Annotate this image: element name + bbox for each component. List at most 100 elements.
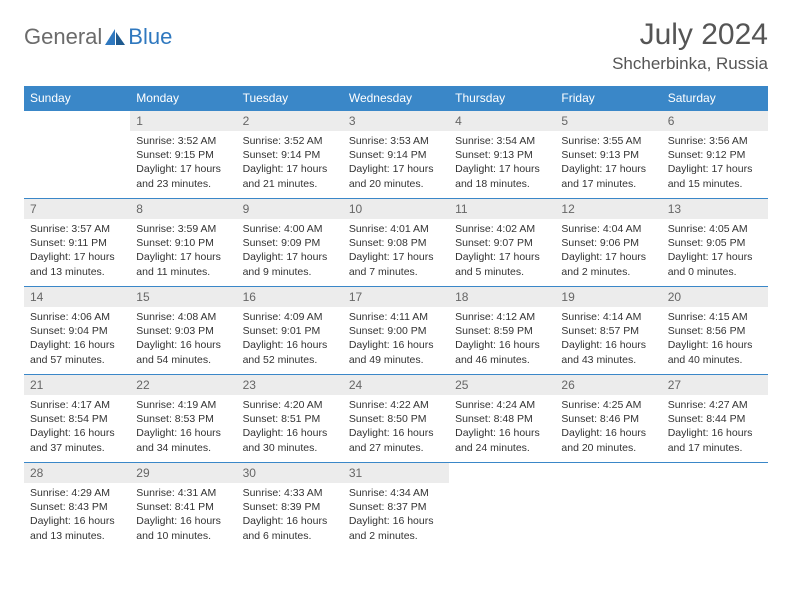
sunrise-line: Sunrise: 4:05 AM — [668, 222, 762, 236]
day-details: Sunrise: 3:57 AMSunset: 9:11 PMDaylight:… — [24, 219, 130, 283]
weekday-header: Sunday — [24, 86, 130, 111]
day-details: Sunrise: 4:11 AMSunset: 9:00 PMDaylight:… — [343, 307, 449, 371]
day-number: 27 — [662, 375, 768, 395]
daylight-line: Daylight: 17 hours and 7 minutes. — [349, 250, 443, 278]
day-details: Sunrise: 4:20 AMSunset: 8:51 PMDaylight:… — [237, 395, 343, 459]
sunset-line: Sunset: 8:59 PM — [455, 324, 549, 338]
day-details: Sunrise: 4:33 AMSunset: 8:39 PMDaylight:… — [237, 483, 343, 547]
daylight-line: Daylight: 16 hours and 24 minutes. — [455, 426, 549, 454]
calendar-cell: 13Sunrise: 4:05 AMSunset: 9:05 PMDayligh… — [662, 199, 768, 287]
day-number: 5 — [555, 111, 661, 131]
sunset-line: Sunset: 8:48 PM — [455, 412, 549, 426]
calendar-cell: 11Sunrise: 4:02 AMSunset: 9:07 PMDayligh… — [449, 199, 555, 287]
day-number: 15 — [130, 287, 236, 307]
calendar-cell: 8Sunrise: 3:59 AMSunset: 9:10 PMDaylight… — [130, 199, 236, 287]
calendar-cell: 10Sunrise: 4:01 AMSunset: 9:08 PMDayligh… — [343, 199, 449, 287]
sunrise-line: Sunrise: 4:19 AM — [136, 398, 230, 412]
logo-text-blue: Blue — [128, 24, 172, 50]
day-number: 22 — [130, 375, 236, 395]
sunset-line: Sunset: 9:14 PM — [243, 148, 337, 162]
calendar-cell: 18Sunrise: 4:12 AMSunset: 8:59 PMDayligh… — [449, 287, 555, 375]
calendar-cell: 29Sunrise: 4:31 AMSunset: 8:41 PMDayligh… — [130, 463, 236, 551]
day-number: 25 — [449, 375, 555, 395]
sunrise-line: Sunrise: 4:24 AM — [455, 398, 549, 412]
sunset-line: Sunset: 9:11 PM — [30, 236, 124, 250]
daylight-line: Daylight: 16 hours and 54 minutes. — [136, 338, 230, 366]
day-details: Sunrise: 3:59 AMSunset: 9:10 PMDaylight:… — [130, 219, 236, 283]
daylight-line: Daylight: 17 hours and 17 minutes. — [561, 162, 655, 190]
sunrise-line: Sunrise: 4:02 AM — [455, 222, 549, 236]
calendar-cell — [449, 463, 555, 551]
sunset-line: Sunset: 9:14 PM — [349, 148, 443, 162]
calendar-cell: 31Sunrise: 4:34 AMSunset: 8:37 PMDayligh… — [343, 463, 449, 551]
calendar-cell: 17Sunrise: 4:11 AMSunset: 9:00 PMDayligh… — [343, 287, 449, 375]
daylight-line: Daylight: 16 hours and 40 minutes. — [668, 338, 762, 366]
sunset-line: Sunset: 9:07 PM — [455, 236, 549, 250]
title-block: July 2024 Shcherbinka, Russia — [612, 18, 768, 74]
daylight-line: Daylight: 17 hours and 23 minutes. — [136, 162, 230, 190]
calendar-cell: 3Sunrise: 3:53 AMSunset: 9:14 PMDaylight… — [343, 111, 449, 199]
daylight-line: Daylight: 16 hours and 37 minutes. — [30, 426, 124, 454]
day-details: Sunrise: 4:17 AMSunset: 8:54 PMDaylight:… — [24, 395, 130, 459]
day-number: 23 — [237, 375, 343, 395]
sunset-line: Sunset: 9:04 PM — [30, 324, 124, 338]
day-number: 9 — [237, 199, 343, 219]
weekday-header: Thursday — [449, 86, 555, 111]
sunset-line: Sunset: 9:03 PM — [136, 324, 230, 338]
sunset-line: Sunset: 8:41 PM — [136, 500, 230, 514]
sunset-line: Sunset: 9:00 PM — [349, 324, 443, 338]
month-title: July 2024 — [612, 18, 768, 52]
calendar-cell: 9Sunrise: 4:00 AMSunset: 9:09 PMDaylight… — [237, 199, 343, 287]
daylight-line: Daylight: 16 hours and 27 minutes. — [349, 426, 443, 454]
day-number: 21 — [24, 375, 130, 395]
daylight-line: Daylight: 17 hours and 15 minutes. — [668, 162, 762, 190]
day-details: Sunrise: 3:52 AMSunset: 9:14 PMDaylight:… — [237, 131, 343, 195]
sunset-line: Sunset: 9:12 PM — [668, 148, 762, 162]
day-details: Sunrise: 4:19 AMSunset: 8:53 PMDaylight:… — [130, 395, 236, 459]
daylight-line: Daylight: 17 hours and 5 minutes. — [455, 250, 549, 278]
calendar-cell: 28Sunrise: 4:29 AMSunset: 8:43 PMDayligh… — [24, 463, 130, 551]
daylight-line: Daylight: 17 hours and 0 minutes. — [668, 250, 762, 278]
sunset-line: Sunset: 9:05 PM — [668, 236, 762, 250]
calendar-cell: 27Sunrise: 4:27 AMSunset: 8:44 PMDayligh… — [662, 375, 768, 463]
weekday-header: Monday — [130, 86, 236, 111]
day-number: 16 — [237, 287, 343, 307]
sunrise-line: Sunrise: 4:01 AM — [349, 222, 443, 236]
sunset-line: Sunset: 8:50 PM — [349, 412, 443, 426]
weekday-header: Friday — [555, 86, 661, 111]
sunrise-line: Sunrise: 3:59 AM — [136, 222, 230, 236]
day-details: Sunrise: 4:00 AMSunset: 9:09 PMDaylight:… — [237, 219, 343, 283]
sunrise-line: Sunrise: 4:09 AM — [243, 310, 337, 324]
sunset-line: Sunset: 8:57 PM — [561, 324, 655, 338]
sunset-line: Sunset: 9:13 PM — [455, 148, 549, 162]
day-details: Sunrise: 4:04 AMSunset: 9:06 PMDaylight:… — [555, 219, 661, 283]
sunrise-line: Sunrise: 3:55 AM — [561, 134, 655, 148]
calendar-cell: 16Sunrise: 4:09 AMSunset: 9:01 PMDayligh… — [237, 287, 343, 375]
sunrise-line: Sunrise: 4:08 AM — [136, 310, 230, 324]
day-number: 6 — [662, 111, 768, 131]
calendar-week-row: 7Sunrise: 3:57 AMSunset: 9:11 PMDaylight… — [24, 199, 768, 287]
day-number: 1 — [130, 111, 236, 131]
daylight-line: Daylight: 17 hours and 9 minutes. — [243, 250, 337, 278]
sunset-line: Sunset: 9:10 PM — [136, 236, 230, 250]
sunrise-line: Sunrise: 4:27 AM — [668, 398, 762, 412]
daylight-line: Daylight: 16 hours and 20 minutes. — [561, 426, 655, 454]
calendar-cell: 1Sunrise: 3:52 AMSunset: 9:15 PMDaylight… — [130, 111, 236, 199]
daylight-line: Daylight: 16 hours and 43 minutes. — [561, 338, 655, 366]
sunset-line: Sunset: 8:43 PM — [30, 500, 124, 514]
weekday-header: Wednesday — [343, 86, 449, 111]
calendar-cell: 20Sunrise: 4:15 AMSunset: 8:56 PMDayligh… — [662, 287, 768, 375]
day-number: 17 — [343, 287, 449, 307]
daylight-line: Daylight: 17 hours and 11 minutes. — [136, 250, 230, 278]
sunrise-line: Sunrise: 3:53 AM — [349, 134, 443, 148]
sunrise-line: Sunrise: 4:29 AM — [30, 486, 124, 500]
daylight-line: Daylight: 16 hours and 10 minutes. — [136, 514, 230, 542]
calendar-cell: 21Sunrise: 4:17 AMSunset: 8:54 PMDayligh… — [24, 375, 130, 463]
day-details: Sunrise: 4:24 AMSunset: 8:48 PMDaylight:… — [449, 395, 555, 459]
day-details: Sunrise: 4:31 AMSunset: 8:41 PMDaylight:… — [130, 483, 236, 547]
sunrise-line: Sunrise: 4:31 AM — [136, 486, 230, 500]
logo: General Blue — [24, 18, 172, 50]
day-details: Sunrise: 4:09 AMSunset: 9:01 PMDaylight:… — [237, 307, 343, 371]
calendar-body: 1Sunrise: 3:52 AMSunset: 9:15 PMDaylight… — [24, 111, 768, 551]
sunset-line: Sunset: 9:01 PM — [243, 324, 337, 338]
